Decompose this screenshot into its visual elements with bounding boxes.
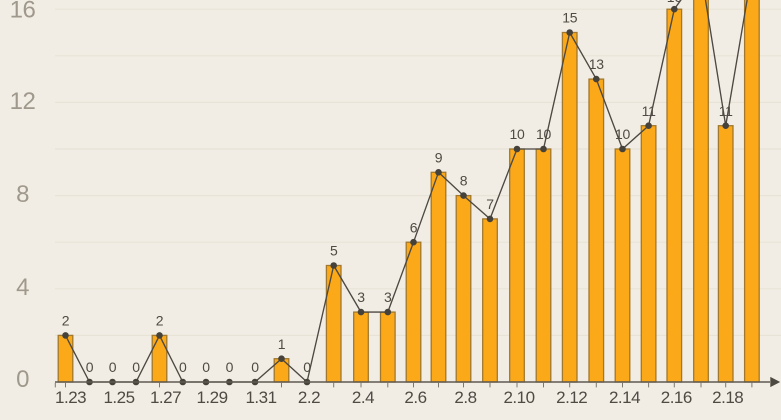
svg-text:3: 3 xyxy=(357,289,365,305)
svg-text:11: 11 xyxy=(719,103,733,119)
svg-text:2.16: 2.16 xyxy=(661,388,692,407)
svg-text:10: 10 xyxy=(536,126,551,142)
svg-text:1.23: 1.23 xyxy=(55,388,86,407)
svg-text:0: 0 xyxy=(132,359,140,375)
svg-text:7: 7 xyxy=(486,196,494,212)
svg-text:2.10: 2.10 xyxy=(503,388,534,407)
svg-text:2.2: 2.2 xyxy=(298,388,320,407)
svg-text:2.14: 2.14 xyxy=(609,388,640,407)
svg-text:10: 10 xyxy=(510,126,525,142)
svg-text:1.27: 1.27 xyxy=(150,388,181,407)
svg-text:5: 5 xyxy=(330,243,338,259)
svg-text:0: 0 xyxy=(86,359,94,375)
svg-text:2.6: 2.6 xyxy=(404,388,426,407)
svg-text:2.8: 2.8 xyxy=(454,388,476,407)
svg-text:0: 0 xyxy=(226,359,234,375)
svg-text:0: 0 xyxy=(303,359,311,375)
svg-text:1: 1 xyxy=(278,336,286,352)
svg-text:8: 8 xyxy=(460,173,468,189)
svg-text:12: 12 xyxy=(10,88,36,115)
svg-text:0: 0 xyxy=(109,359,117,375)
svg-text:2.18: 2.18 xyxy=(712,388,743,407)
svg-text:6: 6 xyxy=(410,219,418,235)
svg-text:9: 9 xyxy=(435,149,443,165)
svg-text:0: 0 xyxy=(251,359,259,375)
svg-text:2: 2 xyxy=(62,313,70,329)
svg-text:1.29: 1.29 xyxy=(196,388,227,407)
svg-text:16: 16 xyxy=(667,0,682,5)
svg-text:2: 2 xyxy=(156,313,164,329)
svg-text:0: 0 xyxy=(202,359,210,375)
svg-text:0: 0 xyxy=(179,359,187,375)
svg-text:10: 10 xyxy=(615,126,630,142)
svg-text:0: 0 xyxy=(16,366,29,393)
svg-text:8: 8 xyxy=(16,181,29,208)
svg-text:13: 13 xyxy=(589,56,604,72)
svg-text:11: 11 xyxy=(642,103,656,119)
svg-text:4: 4 xyxy=(16,274,29,301)
svg-text:15: 15 xyxy=(562,10,577,26)
svg-text:2.4: 2.4 xyxy=(352,388,374,407)
svg-text:1.31: 1.31 xyxy=(245,388,276,407)
svg-text:3: 3 xyxy=(384,289,392,305)
svg-text:1.25: 1.25 xyxy=(103,388,134,407)
svg-text:16: 16 xyxy=(10,0,36,24)
svg-text:2.12: 2.12 xyxy=(556,388,587,407)
